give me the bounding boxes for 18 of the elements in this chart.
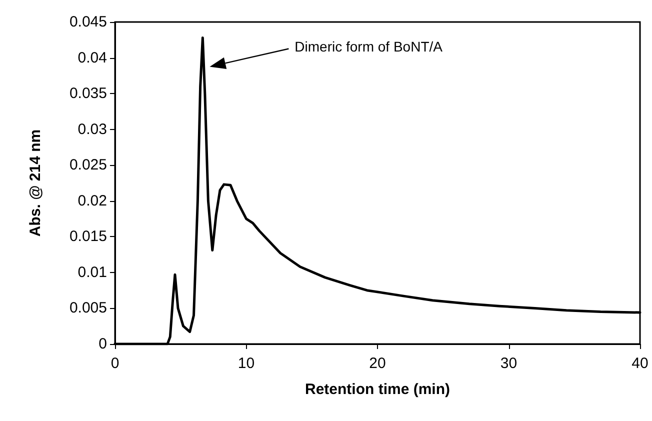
y-tick-label: 0.015: [69, 228, 107, 246]
y-axis-title: Abs. @ 214 nm: [27, 129, 44, 237]
y-tick-label: 0.035: [69, 85, 107, 102]
x-axis-title: Retention time (min): [305, 381, 450, 398]
y-tick-label: 0.03: [78, 120, 107, 138]
annotation: Dimeric form of BoNT/A: [294, 38, 444, 55]
x-tick-label: 10: [238, 355, 255, 372]
y-tick-label: 0.005: [69, 300, 107, 317]
x-tick-label: 30: [500, 355, 518, 372]
x-tick-label: 40: [632, 355, 648, 372]
y-tick-label: 0.045: [69, 14, 107, 30]
x-tick-label: 20: [369, 355, 386, 372]
y-tick-label: 0.02: [78, 192, 107, 210]
y-tick-label: 0.01: [78, 264, 107, 281]
y-tick-label: 0: [98, 336, 107, 352]
y-tick-label: 0.025: [69, 156, 107, 174]
y-tick-label: 0.04: [78, 49, 107, 66]
x-tick-label: 0: [110, 355, 120, 372]
